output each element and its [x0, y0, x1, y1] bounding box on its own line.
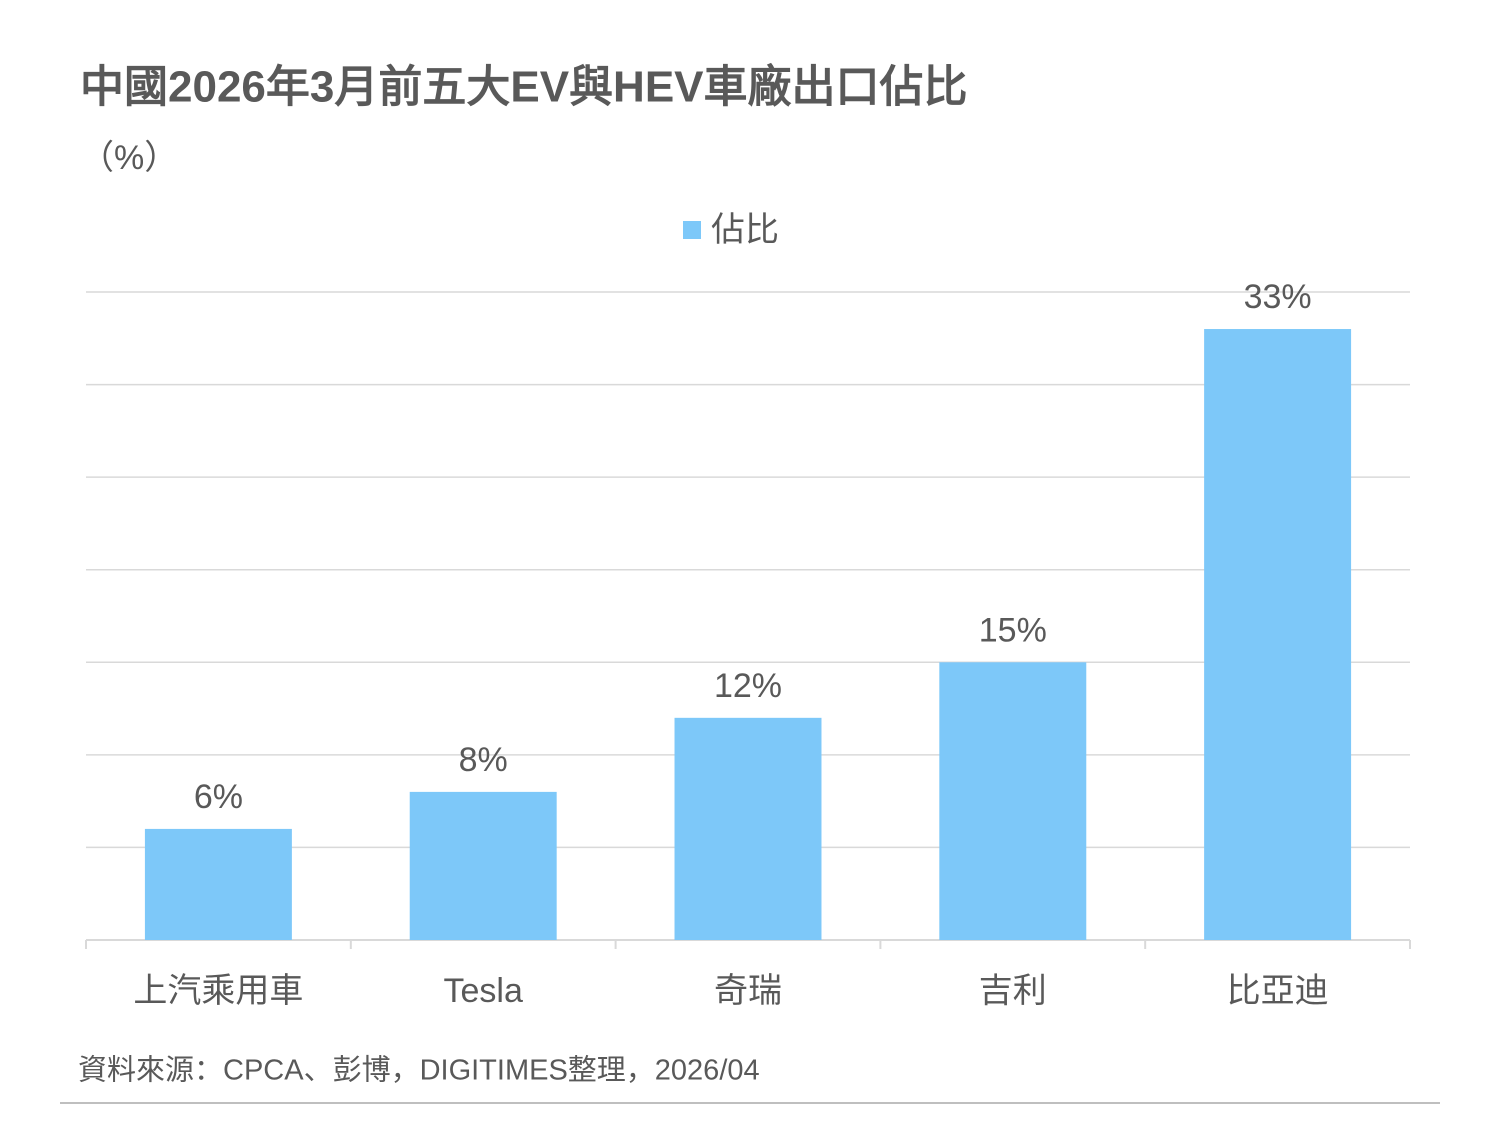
x-tick-label: 比亞迪	[1227, 972, 1329, 1010]
bar	[409, 791, 557, 940]
value-label: 15%	[979, 611, 1047, 649]
x-tick-label: Tesla	[444, 972, 523, 1010]
bar	[144, 828, 292, 940]
source-note: 資料來源：CPCA、彭博，DIGITIMES整理，2026/04	[78, 1054, 760, 1087]
legend-swatch	[683, 221, 701, 239]
bar	[674, 717, 822, 940]
y-axis-label: （%）	[80, 139, 178, 177]
value-label: 6%	[194, 778, 243, 816]
value-label: 8%	[459, 741, 508, 779]
x-tick-label: 奇瑞	[714, 972, 782, 1010]
bar	[939, 662, 1087, 940]
x-tick-label: 吉利	[979, 972, 1047, 1010]
value-label: 33%	[1244, 278, 1312, 316]
value-label: 12%	[714, 667, 782, 705]
bar	[1204, 329, 1352, 940]
x-tick-label: 上汽乘用車	[133, 972, 303, 1010]
chart-title: 中國2026年3月前五大EV與HEV車廠出口佔比	[80, 62, 968, 112]
legend-label: 佔比	[711, 211, 779, 249]
